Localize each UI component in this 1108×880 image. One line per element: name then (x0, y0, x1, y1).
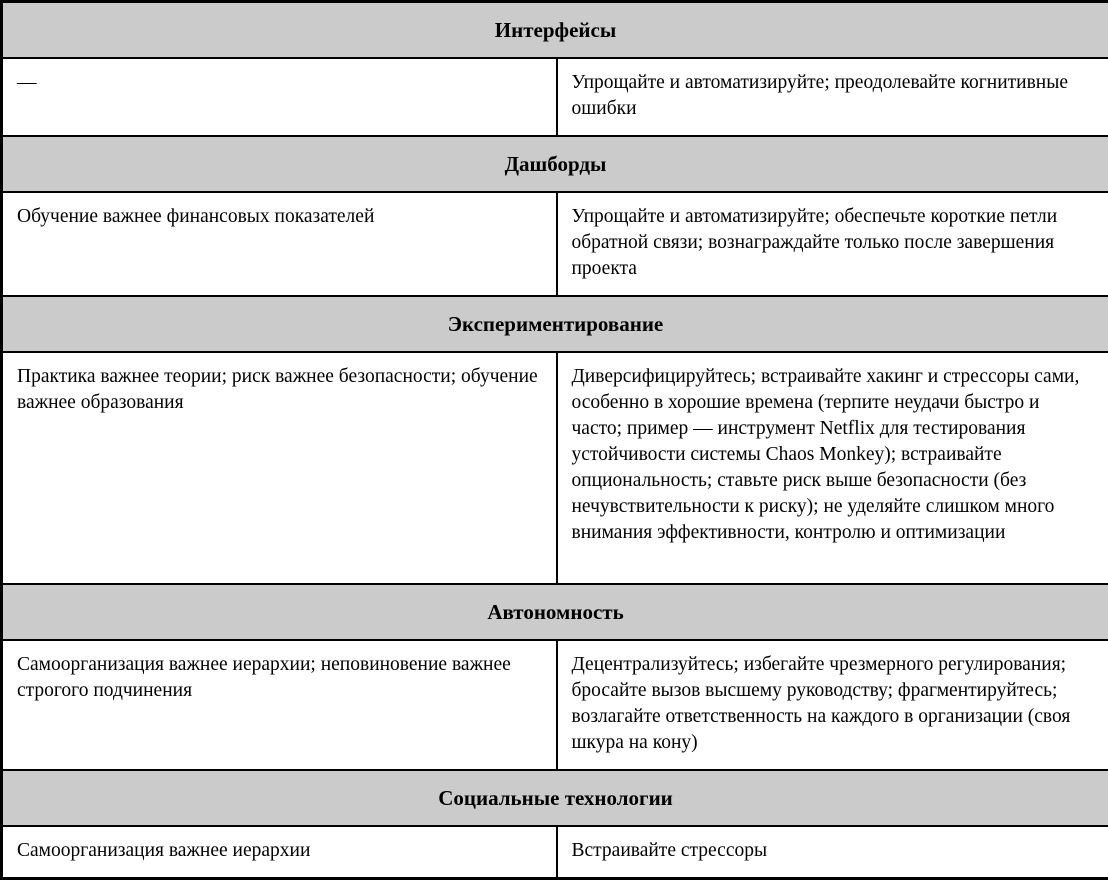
section-header-row: Дашборды (2, 136, 1108, 192)
principle-cell: Самоорганизация важнее иерархии; неповин… (2, 640, 557, 770)
section-title-dashboards: Дашборды (2, 136, 1108, 192)
section-header-row: Интерфейсы (2, 2, 1108, 59)
section-header-row: Социальные технологии (2, 770, 1108, 826)
principle-cell: Обучение важнее финансовых показателей (2, 192, 557, 296)
section-title-experimentation: Экспериментирование (2, 296, 1108, 352)
table-row: Обучение важнее финансовых показателей У… (2, 192, 1108, 296)
principle-cell: Практика важнее теории; риск важнее безо… (2, 352, 557, 584)
section-header-row: Автономность (2, 584, 1108, 640)
table-row: Самоорганизация важнее иерархии; неповин… (2, 640, 1108, 770)
section-title-social-technologies: Социальные технологии (2, 770, 1108, 826)
section-title-interfaces: Интерфейсы (2, 2, 1108, 59)
recommendation-cell: Упрощайте и автоматизируйте; преодолевай… (557, 58, 1108, 136)
section-header-row: Экспериментирование (2, 296, 1108, 352)
table-row: Самоорганизация важнее иерархии Встраива… (2, 826, 1108, 879)
recommendation-cell: Децентрализуйтесь; избегайте чрезмерного… (557, 640, 1108, 770)
principle-cell: — (2, 58, 557, 136)
recommendation-cell: Упрощайте и автоматизируйте; обеспечьте … (557, 192, 1108, 296)
table-row: — Упрощайте и автоматизируйте; преодолев… (2, 58, 1108, 136)
recommendation-cell: Диверсифицируйтесь; встраивайте хакинг и… (557, 352, 1108, 584)
table-row: Практика важнее теории; риск важнее безо… (2, 352, 1108, 584)
section-title-autonomy: Автономность (2, 584, 1108, 640)
principle-cell: Самоорганизация важнее иерархии (2, 826, 557, 879)
recommendation-cell: Встраивайте стрессоры (557, 826, 1108, 879)
